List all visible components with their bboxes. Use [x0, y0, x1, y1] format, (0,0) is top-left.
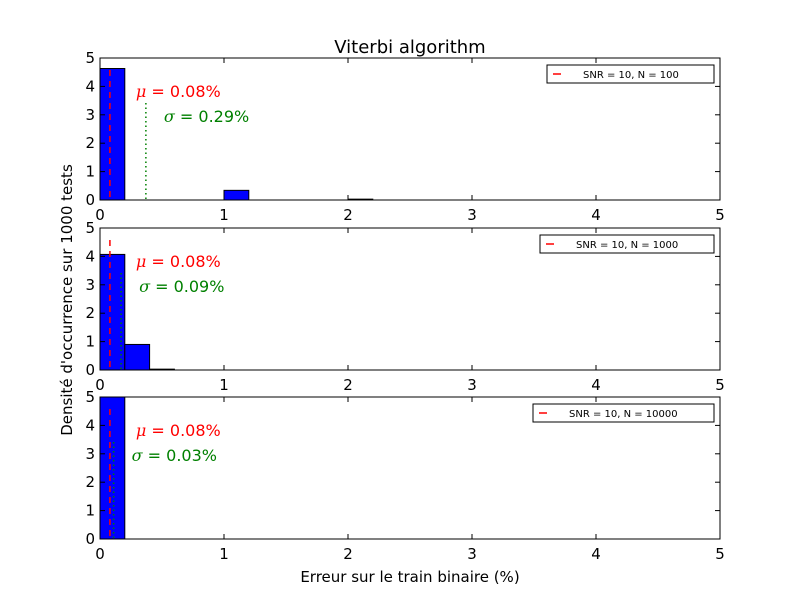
x-tick-label: 1: [219, 376, 229, 394]
x-tick-label: 0: [95, 206, 105, 224]
y-tick-label: 3: [85, 106, 95, 124]
legend-label: SNR = 10, N = 1000: [576, 240, 678, 251]
legend: SNR = 10, N = 10000: [532, 403, 715, 423]
x-tick-label: 5: [715, 545, 725, 563]
x-tick-label: 4: [591, 376, 601, 394]
histogram-bar: [124, 343, 151, 371]
mean-annotation: μ = 0.08%: [136, 252, 221, 271]
sigma-annotation: σ = 0.29%: [164, 107, 249, 126]
x-tick-label: 2: [343, 376, 353, 394]
sigma-annotation: σ = 0.09%: [139, 277, 224, 296]
subplot-1: 0 1 2 3 4 5 0 1 2 3 4 5 μ = 0.08% σ = 0.29% SNR = 10, …: [85, 49, 724, 224]
subplot-3: 0 1 2 3 4 5 0 1 2 3 4 5 μ = 0.08% σ = 0.03% SNR = 10, …: [85, 388, 724, 563]
y-tick-label: 1: [85, 333, 95, 351]
y-tick-label: 5: [85, 219, 95, 237]
axes-frame: [99, 227, 721, 371]
y-tick-label: 5: [85, 388, 95, 406]
legend: SNR = 10, N = 100: [546, 64, 715, 84]
y-tick-label: 1: [85, 163, 95, 181]
x-tick-label: 1: [219, 545, 229, 563]
subplot-2: 0 1 2 3 4 5 0 1 2 3 4 5 μ = 0.08% σ = 0.09% SNR = 10, …: [85, 219, 724, 394]
y-tick-label: 0: [85, 530, 95, 548]
legend-label: SNR = 10, N = 10000: [569, 409, 678, 420]
axes-frame: [99, 396, 721, 540]
legend: SNR = 10, N = 1000: [539, 234, 715, 254]
y-axis-label: Densité d'occurrence sur 1000 tests: [58, 164, 76, 436]
y-tick-label: 4: [85, 247, 95, 265]
mean-annotation: μ = 0.08%: [136, 82, 221, 101]
mean-annotation: μ = 0.08%: [136, 421, 221, 440]
y-tick-label: 2: [85, 304, 95, 322]
chart-title: Viterbi algorithm: [334, 37, 485, 58]
histogram-bar: [99, 253, 126, 371]
x-tick-label: 3: [467, 206, 477, 224]
y-tick-label: 0: [85, 191, 95, 209]
legend-box: [539, 234, 715, 254]
x-tick-label: 0: [95, 376, 105, 394]
y-tick-label: 2: [85, 134, 95, 152]
y-tick-label: 4: [85, 416, 95, 434]
histogram-bar: [99, 68, 126, 201]
x-tick-label: 3: [467, 376, 477, 394]
legend-box: [546, 64, 715, 84]
x-tick-label: 0: [95, 545, 105, 563]
y-tick-label: 3: [85, 445, 95, 463]
y-tick-label: 3: [85, 276, 95, 294]
legend-label: SNR = 10, N = 100: [583, 70, 679, 81]
x-tick-label: 4: [591, 545, 601, 563]
x-tick-label: 3: [467, 545, 477, 563]
y-tick-label: 0: [85, 361, 95, 379]
y-tick-label: 5: [85, 49, 95, 67]
x-tick-label: 1: [219, 206, 229, 224]
sigma-annotation: σ = 0.03%: [132, 446, 217, 465]
x-axis-label: Erreur sur le train binaire (%): [300, 568, 519, 586]
x-tick-label: 5: [715, 376, 725, 394]
histogram-bar: [223, 189, 250, 201]
x-tick-label: 2: [343, 545, 353, 563]
axes-frame: [99, 57, 721, 201]
y-tick-label: 1: [85, 502, 95, 520]
x-tick-label: 4: [591, 206, 601, 224]
x-tick-label: 5: [715, 206, 725, 224]
y-tick-label: 4: [85, 77, 95, 95]
histogram-bar: [99, 396, 126, 540]
y-tick-label: 2: [85, 473, 95, 491]
x-tick-label: 2: [343, 206, 353, 224]
legend-box: [532, 403, 715, 423]
